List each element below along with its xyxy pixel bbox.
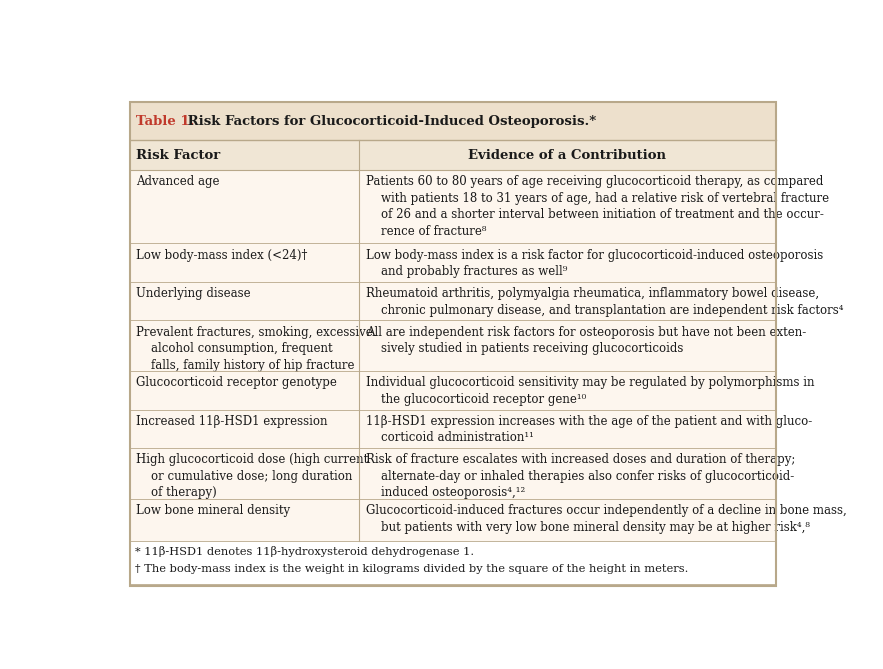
Bar <box>130 102 775 541</box>
Text: Evidence of a Contribution: Evidence of a Contribution <box>468 149 666 162</box>
Text: Low body-mass index (<24)†: Low body-mass index (<24)† <box>136 249 308 262</box>
Text: Increased 11β-HSD1 expression: Increased 11β-HSD1 expression <box>136 415 328 428</box>
Text: Advanced age: Advanced age <box>136 175 220 189</box>
Text: † The body-mass index is the weight in kilograms divided by the square of the he: † The body-mass index is the weight in k… <box>135 564 689 574</box>
Bar <box>130 541 775 586</box>
Text: All are independent risk factors for osteoporosis but have not been exten-
    s: All are independent risk factors for ost… <box>366 326 806 355</box>
Text: Glucocorticoid receptor genotype: Glucocorticoid receptor genotype <box>136 377 337 389</box>
Text: 11β-HSD1 expression increases with the age of the patient and with gluco-
    co: 11β-HSD1 expression increases with the a… <box>366 415 812 444</box>
Text: * 11β-HSD1 denotes 11β-hydroxysteroid dehydrogenase 1.: * 11β-HSD1 denotes 11β-hydroxysteroid de… <box>135 545 474 557</box>
Text: Low bone mineral density: Low bone mineral density <box>136 504 291 517</box>
Text: Prevalent fractures, smoking, excessive
    alcohol consumption, frequent
    fa: Prevalent fractures, smoking, excessive … <box>136 326 374 371</box>
Text: Table 1.: Table 1. <box>136 114 195 128</box>
Text: Underlying disease: Underlying disease <box>136 287 251 300</box>
Bar <box>130 102 775 140</box>
Text: Risk Factors for Glucocorticoid-Induced Osteoporosis.*: Risk Factors for Glucocorticoid-Induced … <box>183 114 596 128</box>
Text: Risk Factor: Risk Factor <box>136 149 221 162</box>
Text: Rheumatoid arthritis, polymyalgia rheumatica, inflammatory bowel disease,
    ch: Rheumatoid arthritis, polymyalgia rheuma… <box>366 287 843 316</box>
Text: Glucocorticoid-induced fractures occur independently of a decline in bone mass,
: Glucocorticoid-induced fractures occur i… <box>366 504 847 534</box>
Bar <box>130 140 775 170</box>
Text: Risk of fracture escalates with increased doses and duration of therapy;
    alt: Risk of fracture escalates with increase… <box>366 454 795 500</box>
Text: Individual glucocorticoid sensitivity may be regulated by polymorphisms in
    t: Individual glucocorticoid sensitivity ma… <box>366 377 814 406</box>
Text: Patients 60 to 80 years of age receiving glucocorticoid therapy, as compared
   : Patients 60 to 80 years of age receiving… <box>366 175 829 238</box>
Text: Low body-mass index is a risk factor for glucocorticoid-induced osteoporosis
   : Low body-mass index is a risk factor for… <box>366 249 823 278</box>
Text: High glucocorticoid dose (high current
    or cumulative dose; long duration
   : High glucocorticoid dose (high current o… <box>136 454 368 500</box>
